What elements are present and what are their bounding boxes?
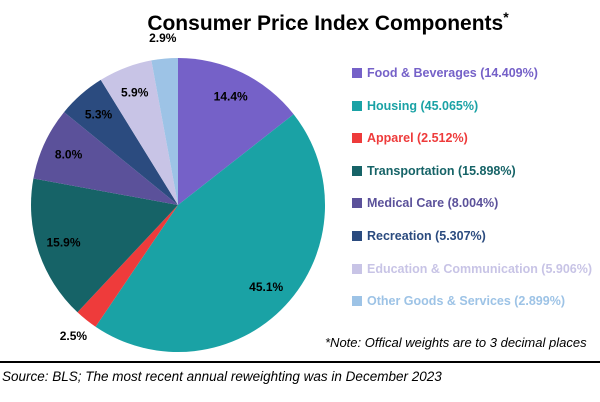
pie-slice-housing <box>95 114 326 353</box>
legend-item-other-goods-services: Other Goods & Services (2.899%) <box>352 294 565 308</box>
data-label-transportation: 15.9% <box>46 236 80 250</box>
data-label-food-beverages: 14.4% <box>214 90 248 104</box>
legend-label-apparel: Apparel (2.512%) <box>367 131 468 146</box>
pie-slice-medical-care <box>33 112 178 205</box>
source-text: Source: BLS; The most recent annual rewe… <box>2 369 442 384</box>
legend-swatch-food-beverages <box>352 68 362 78</box>
pie-slice-education-communication <box>100 60 178 206</box>
data-label-housing: 45.1% <box>249 280 283 294</box>
legend-item-recreation: Recreation (5.307%) <box>352 229 486 243</box>
legend-swatch-housing <box>352 100 362 111</box>
pie-slice-other-goods-services <box>151 57 178 205</box>
legend-item-transportation: Transportation (15.898%) <box>352 164 516 178</box>
data-label-recreation: 5.3% <box>85 107 113 121</box>
chart-title-text: Consumer Price Index Components <box>147 12 504 35</box>
pie-slice-transportation <box>31 178 178 313</box>
pie-slice-food-beverages <box>178 58 294 205</box>
source-divider: Source: BLS; The most recent annual rewe… <box>0 361 600 402</box>
legend-swatch-medical-care <box>352 198 362 209</box>
pie-slice-apparel <box>77 205 178 327</box>
legend-swatch-apparel <box>352 133 362 144</box>
data-label-apparel: 2.5% <box>60 329 88 343</box>
legend-label-recreation: Recreation (5.307%) <box>367 229 486 243</box>
legend-label-transportation: Transportation (15.898%) <box>367 163 516 178</box>
legend-label-education-communication: Education & Communication (5.906%) <box>367 261 593 276</box>
pie-slice-recreation <box>64 79 178 205</box>
data-label-other-goods-services: 2.9% <box>149 31 177 45</box>
legend-item-education-communication: Education & Communication (5.906%) <box>352 262 592 276</box>
legend-item-food-beverages: Food & Beverages (14.409%) <box>352 66 538 80</box>
legend-swatch-recreation <box>352 231 362 241</box>
legend-swatch-transportation <box>352 165 362 176</box>
legend-label-food-beverages: Food & Beverages (14.409%) <box>367 66 538 80</box>
chart-title-asterisk: * <box>503 9 509 25</box>
legend-label-other-goods-services: Other Goods & Services (2.899%) <box>367 294 565 309</box>
legend-label-medical-care: Medical Care (8.004%) <box>367 196 499 211</box>
legend-label-housing: Housing (45.065%) <box>367 98 479 113</box>
data-label-education-communication: 5.9% <box>121 86 149 100</box>
data-label-medical-care: 8.0% <box>55 148 83 162</box>
legend-item-medical-care: Medical Care (8.004%) <box>352 196 498 210</box>
chart-title: Consumer Price Index Components* <box>0 9 600 36</box>
legend-swatch-other-goods-services <box>352 296 362 307</box>
legend-item-apparel: Apparel (2.512%) <box>352 131 468 145</box>
footnote: *Note: Offical weights are to 3 decimal … <box>325 335 587 350</box>
legend-swatch-education-communication <box>352 263 362 274</box>
legend-item-housing: Housing (45.065%) <box>352 99 478 113</box>
